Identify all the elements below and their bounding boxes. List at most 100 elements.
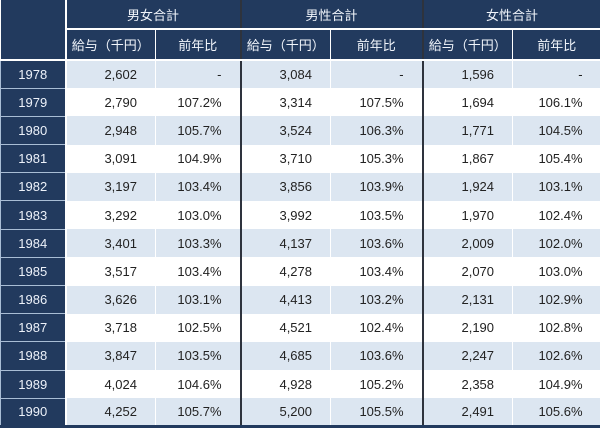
value-cell: 3,718	[65, 313, 156, 342]
value-cell: 102.0%	[512, 229, 600, 258]
value-cell: 107.2%	[154, 88, 241, 117]
value-cell: 106.1%	[512, 88, 600, 117]
corner-header-cell	[0, 0, 67, 61]
value-cell: 2,491	[421, 398, 513, 427]
year-cell: 1982	[0, 172, 67, 202]
table-row: 1989 4,024 104.6% 4,928 105.2% 2,358 104.9%	[0, 370, 600, 399]
group-header-total: 男女合計	[65, 0, 241, 30]
value-cell: 102.5%	[154, 313, 241, 342]
value-cell: 2,247	[421, 341, 513, 371]
value-cell: 1,924	[421, 172, 513, 201]
value-cell: 2,131	[421, 285, 513, 314]
value-cell: 104.9%	[154, 144, 241, 173]
value-cell: 3,091	[65, 144, 156, 173]
value-cell: 4,252	[65, 398, 156, 427]
value-cell: -	[330, 60, 423, 89]
year-cell: 1978	[0, 60, 67, 89]
value-cell: -	[512, 60, 600, 89]
table-row: 1981 3,091 104.9% 3,710 105.3% 1,867 105.4%	[0, 144, 600, 174]
table-row: 1979 2,790 107.2% 3,314 107.5% 1,694 106.1%	[0, 88, 600, 117]
value-cell: 3,992	[239, 200, 331, 230]
value-cell: 105.3%	[330, 144, 423, 173]
subheader-yoy-total: 前年比	[154, 29, 241, 61]
value-cell: 5,200	[239, 398, 331, 427]
year-cell: 1989	[0, 370, 67, 399]
value-cell: 3,084	[239, 60, 331, 89]
subheader-yoy-male: 前年比	[330, 29, 423, 61]
subheader-salary-female: 給与（千円）	[421, 29, 513, 61]
year-cell: 1986	[0, 285, 67, 315]
value-cell: 103.5%	[154, 341, 241, 371]
value-cell: 105.4%	[512, 144, 600, 173]
year-cell: 1979	[0, 88, 67, 117]
value-cell: 4,928	[239, 370, 331, 399]
value-cell: 104.9%	[512, 370, 600, 399]
value-cell: 3,517	[65, 257, 156, 286]
value-cell: 4,278	[239, 257, 331, 286]
value-cell: 104.6%	[154, 370, 241, 399]
value-cell: 102.6%	[512, 341, 600, 371]
value-cell: 1,771	[421, 116, 513, 145]
table-row: 1982 3,197 103.4% 3,856 103.9% 1,924 103.1%	[0, 172, 600, 202]
value-cell: 4,521	[239, 313, 331, 342]
year-cell: 1981	[0, 144, 67, 174]
value-cell: 1,596	[421, 60, 513, 89]
value-cell: 2,190	[421, 313, 513, 342]
subheader-yoy-female: 前年比	[512, 29, 600, 61]
value-cell: 103.0%	[512, 257, 600, 286]
value-cell: 103.2%	[330, 285, 423, 314]
value-cell: 103.1%	[512, 172, 600, 201]
value-cell: 103.9%	[330, 172, 423, 201]
value-cell: 103.4%	[154, 257, 241, 286]
value-cell: 102.9%	[512, 285, 600, 314]
year-cell: 1980	[0, 116, 67, 146]
table-row: 1983 3,292 103.0% 3,992 103.5% 1,970 102.4%	[0, 200, 600, 230]
value-cell: 103.4%	[330, 257, 423, 286]
table-row: 1984 3,401 103.3% 4,137 103.6% 2,009 102.0%	[0, 229, 600, 258]
value-cell: 4,024	[65, 370, 156, 399]
year-cell: 1988	[0, 341, 67, 371]
value-cell: 3,401	[65, 229, 156, 258]
value-cell: 103.0%	[154, 200, 241, 230]
value-cell: 2,070	[421, 257, 513, 286]
value-cell: 103.6%	[330, 341, 423, 371]
value-cell: 104.5%	[512, 116, 600, 145]
year-cell: 1984	[0, 229, 67, 258]
table-row: 1988 3,847 103.5% 4,685 103.6% 2,247 102.6%	[0, 341, 600, 371]
value-cell: 2,948	[65, 116, 156, 145]
group-header-row: 男女合計 男性合計 女性合計	[0, 0, 600, 61]
value-cell: 103.4%	[154, 172, 241, 201]
value-cell: 2,790	[65, 88, 156, 117]
value-cell: 103.3%	[154, 229, 241, 258]
value-cell: 105.6%	[512, 398, 600, 427]
value-cell: 4,137	[239, 229, 331, 258]
table-row: 1985 3,517 103.4% 4,278 103.4% 2,070 103.0%	[0, 257, 600, 287]
value-cell: 3,197	[65, 172, 156, 201]
value-cell: 1,970	[421, 200, 513, 230]
subheader-salary-male: 給与（千円）	[239, 29, 331, 61]
value-cell: 105.7%	[154, 116, 241, 145]
value-cell: 1,694	[421, 88, 513, 117]
value-cell: 3,626	[65, 285, 156, 314]
table-row: 1986 3,626 103.1% 4,413 103.2% 2,131 102.9%	[0, 285, 600, 315]
table-body: 1978 2,602-3,084-1,596-1979 2,790 107.2% 3,3…	[0, 60, 600, 428]
value-cell: 102.4%	[512, 200, 600, 230]
value-cell: 3,856	[239, 172, 331, 201]
value-cell: 2,358	[421, 370, 513, 399]
sub-header-row: 給与（千円） 前年比 給与（千円） 前年比 給与（千円） 前年比	[1, 29, 600, 61]
group-header-male: 男性合計	[239, 0, 423, 30]
value-cell: 1,867	[421, 144, 513, 173]
year-cell: 1985	[0, 257, 67, 287]
value-cell: 3,524	[239, 116, 331, 145]
group-header-female: 女性合計	[421, 0, 600, 30]
value-cell: 102.4%	[330, 313, 423, 342]
table-header: 男女合計 男性合計 女性合計 給与（千円） 前年比 給与（千円） 前年比 給与（…	[0, 0, 600, 61]
value-cell: 105.7%	[154, 398, 241, 427]
table-row: 1990 4,252 105.7% 5,200 105.5% 2,491 105.6%	[0, 398, 600, 428]
value-cell: 2,602	[65, 60, 156, 89]
year-cell: 1983	[0, 200, 67, 230]
value-cell: 3,292	[65, 200, 156, 230]
value-cell: 103.6%	[330, 229, 423, 258]
value-cell: 3,710	[239, 144, 331, 173]
value-cell: 106.3%	[330, 116, 423, 145]
